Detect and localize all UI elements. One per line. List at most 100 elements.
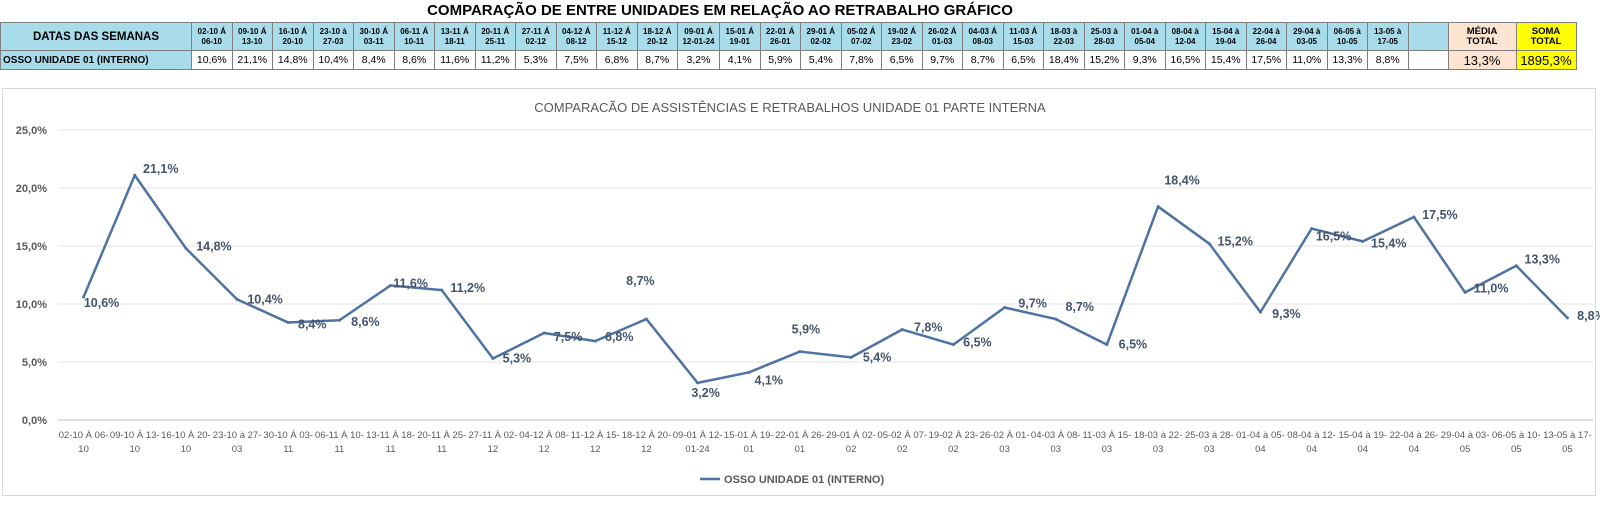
x-tick-label: 18-12 À 20- 12 <box>622 430 672 455</box>
data-point <box>1412 215 1416 219</box>
week-header-cell: 18-12 Á 20-12 <box>636 22 678 51</box>
week-header-cell: 13-05 à 17-05 <box>1367 22 1409 51</box>
x-tick-label-line: 11 <box>437 444 447 455</box>
soma-total-header: SOMA TOTAL <box>1515 22 1577 51</box>
x-tick-label-line: 16-10 À 20- <box>161 430 211 441</box>
x-tick-label: 22-04 à 26- 04 <box>1390 430 1439 455</box>
x-tick-label-line: 11 <box>334 444 344 455</box>
week-header-cell: 16-10 Á 20-10 <box>272 22 314 51</box>
data-label: 11,6% <box>393 276 428 290</box>
week-header-cell: 01-04 à 05-04 <box>1124 22 1166 51</box>
week-value-cell: 8,8% <box>1367 50 1409 70</box>
data-point <box>235 297 239 301</box>
x-tick-label-line: 04 <box>1255 444 1266 455</box>
data-point <box>82 295 86 299</box>
x-tick-label: 11-12 À 15- 12 <box>571 430 620 455</box>
week-value-cell: 11,6% <box>434 50 476 70</box>
x-tick-label-line: 29-04 à 03- <box>1441 430 1490 441</box>
week-end-date: 10-05 <box>1337 36 1358 46</box>
x-tick-label-line: 18-12 À 20- <box>622 430 672 441</box>
x-tick-label-line: 09-01 À 12- <box>673 430 723 441</box>
data-point <box>1310 227 1314 231</box>
x-tick-label: 09-10 À 13- 10 <box>110 430 160 455</box>
x-tick-label-line: 10 <box>129 444 140 455</box>
x-tick-label: 09-01 À 12- 01-24 <box>673 430 723 455</box>
x-tick-label-line: 11-03 À 15- <box>1082 430 1131 441</box>
week-header-cell: 18-03 à 22-03 <box>1043 22 1085 51</box>
week-start-date: SOMA <box>1531 25 1561 37</box>
week-value-cell: 4,1% <box>719 50 761 70</box>
data-point <box>1207 242 1211 246</box>
data-label: 11,2% <box>450 281 485 295</box>
week-end-date: 12-01-24 <box>682 36 715 46</box>
week-end-date: 08-03 <box>972 36 993 46</box>
table-header-row: DATAS DAS SEMANAS 02-10 Á 06-10 09-10 Á 13-… <box>0 22 1577 51</box>
table-row: OSSO UNIDADE 01 (INTERNO) 10,6% 21,1% 14,8… <box>0 50 1577 70</box>
x-tick-label-line: 01-04 à 05- <box>1236 430 1285 441</box>
week-header-cell: 02-10 Á 06-10 <box>191 22 233 51</box>
data-point <box>1054 317 1058 321</box>
week-value-cell: 11,2% <box>474 50 516 70</box>
week-header-cell: 27-11 Á 02-12 <box>515 22 557 51</box>
data-point <box>1105 343 1109 347</box>
week-header-cell: 11-03 Á 15-03 <box>1002 22 1044 51</box>
x-tick-label-line: 18-03 à 22- <box>1134 430 1183 441</box>
week-start-date: 01-04 à <box>1131 26 1159 36</box>
week-value-cell: 5,9% <box>759 50 801 70</box>
week-value-cell: 8,7% <box>962 50 1004 70</box>
x-tick-label-line: 19-02 À 23- <box>929 430 979 441</box>
chart-area: COMPARACÃO DE ASSISTÊNCIAS E RETRABALHOS… <box>0 86 1600 500</box>
week-end-date: 02-02 <box>810 36 831 46</box>
x-tick-label-line: 03 <box>999 444 1010 455</box>
week-end-date: 15-12 <box>606 36 627 46</box>
week-header-cell: 20-11 Á 25-11 <box>474 22 516 51</box>
data-point <box>337 318 341 322</box>
x-tick-label-line: 03 <box>1102 444 1113 455</box>
x-tick-label-line: 13-11 À 18- <box>366 430 415 441</box>
data-label: 8,4% <box>298 318 327 332</box>
x-tick-label-line: 05 <box>1511 444 1522 455</box>
week-value-cell: 9,3% <box>1124 50 1166 70</box>
x-tick-label-line: 05 <box>1460 444 1471 455</box>
week-header-cell: 06-05 à 10-05 <box>1326 22 1368 51</box>
week-value-cell: 6,8% <box>596 50 638 70</box>
data-label: 5,3% <box>503 352 532 366</box>
week-start-date: 09-01 Á <box>684 26 713 36</box>
week-start-date: 15-04 à <box>1212 26 1240 36</box>
x-tick-label-line: 10 <box>181 444 192 455</box>
x-tick-label: 06-11 À 10- 11 <box>315 430 364 455</box>
x-tick-label-line: 12 <box>641 444 652 455</box>
week-value-cell: 10,6% <box>191 50 233 70</box>
x-tick-label-line: 15-01 À 19- <box>724 430 774 441</box>
week-end-date: 26-01 <box>770 36 791 46</box>
x-tick-label: 05-02 À 07- 02 <box>877 430 927 455</box>
x-tick-label-line: 22-04 à 26- <box>1390 430 1439 441</box>
x-tick-label-line: 15-04 à 19- <box>1338 430 1387 441</box>
week-start-date: 29-01 Á <box>806 26 835 36</box>
data-label: 15,2% <box>1218 235 1253 249</box>
x-tick-label-line: 25-03 à 28- <box>1185 430 1234 441</box>
x-tick-label-line: 29-01 À 02- <box>826 430 876 441</box>
x-tick-label-line: 04 <box>1409 444 1420 455</box>
week-start-date: 30-10 Á <box>359 26 388 36</box>
data-label: 15,4% <box>1371 236 1406 250</box>
x-tick-label: 18-03 à 22- 03 <box>1134 430 1183 455</box>
data-point <box>1361 239 1365 243</box>
week-value-cell: 21,1% <box>231 50 273 70</box>
week-end-date: 01-03 <box>932 36 953 46</box>
x-tick-label: 23-10 à 27- 03 <box>213 430 262 455</box>
week-start-date: 18-03 à <box>1050 26 1078 36</box>
data-label: 8,8% <box>1577 309 1600 323</box>
data-label: 16,5% <box>1316 230 1351 244</box>
media-total-header: MÉDIA TOTAL <box>1447 22 1517 51</box>
week-value-cell: 7,5% <box>555 50 597 70</box>
week-value-cell: 6,5% <box>881 50 923 70</box>
data-point <box>491 357 495 361</box>
week-end-date: 20-12 <box>647 36 668 46</box>
week-start-date: 23-10 à <box>319 26 347 36</box>
week-end-date: 23-02 <box>891 36 912 46</box>
week-value-cell: 8,4% <box>353 50 395 70</box>
x-tick-label: 13-11 À 18- 11 <box>366 430 415 455</box>
legend-label: OSSO UNIDADE 01 (INTERNO) <box>724 474 884 486</box>
x-tick-label: 13-05 à 17- 05 <box>1543 430 1592 455</box>
